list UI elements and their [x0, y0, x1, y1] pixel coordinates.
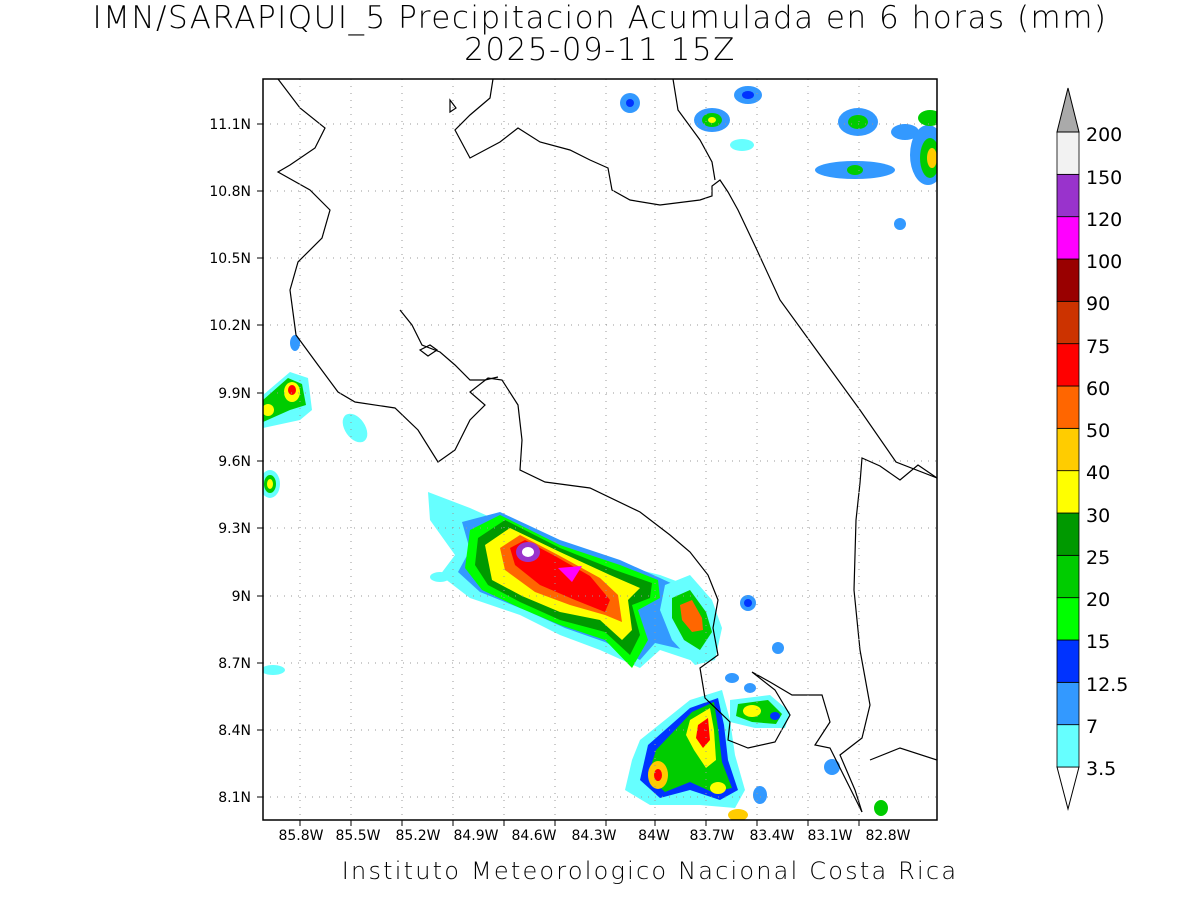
lon-tick-label: 83.4W [749, 828, 794, 844]
colorbar-label: 15 [1086, 631, 1110, 653]
colorbar-label: 75 [1086, 336, 1110, 358]
colorbar-label: 20 [1086, 589, 1110, 611]
rain-area [654, 769, 662, 781]
map-frame [262, 78, 938, 821]
rain-area [342, 413, 368, 443]
lat-tick-label: 9.9N [218, 386, 251, 402]
rain-area [824, 759, 840, 775]
colorbar-label: 120 [1086, 209, 1122, 231]
rain-area [753, 786, 767, 804]
precipitation-field [263, 86, 937, 820]
colorbar-swatch [1056, 724, 1080, 768]
colorbar-swatch [1056, 554, 1080, 599]
rain-area [874, 800, 888, 816]
lon-tick-label: 85.8W [278, 828, 323, 844]
colorbar-swatch [1056, 173, 1080, 218]
rain-area [626, 99, 634, 107]
rain-area [710, 782, 726, 794]
rain-area [847, 165, 863, 175]
colorbar-label: 30 [1086, 505, 1110, 527]
colorbar-swatch [1056, 258, 1080, 302]
lat-tick-label: 9.3N [218, 521, 251, 537]
rain-area [267, 479, 273, 489]
lon-tick-label: 84.3W [571, 828, 616, 844]
lon-tick-label: 84.6W [511, 828, 556, 844]
lon-tick-label: 83.7W [689, 828, 734, 844]
lat-tick-label: 8.4N [218, 723, 251, 739]
lat-tick-label: 8.7N [218, 656, 251, 672]
colorbar-label: 25 [1086, 547, 1110, 569]
rain-area [742, 91, 754, 99]
lon-tick-label: 85.5W [335, 828, 380, 844]
lat-tick-label: 10.2N [209, 318, 251, 334]
footer-credit: Instituto Meteorologico Nacional Costa R… [341, 857, 959, 885]
lat-tick-label: 10.8N [209, 184, 251, 200]
colorbar-swatch [1056, 131, 1080, 175]
colorbar-swatch [1056, 216, 1080, 260]
colorbar-swatch [1056, 470, 1080, 514]
rain-area [927, 148, 937, 168]
colorbar-swatch [1056, 639, 1080, 683]
colorbar-swatch [1056, 343, 1080, 387]
rain-area [558, 566, 582, 582]
lon-tick-label: 85.2W [395, 828, 440, 844]
colorbar [1056, 87, 1080, 811]
colorbar-label: 60 [1086, 378, 1110, 400]
colorbar-label: 100 [1086, 251, 1122, 273]
rain-area [891, 124, 919, 140]
lat-tick-label: 10.5N [209, 251, 251, 267]
colorbar-label: 90 [1086, 293, 1110, 315]
rain-area [730, 139, 754, 151]
rain-area [728, 809, 748, 820]
rain-area [430, 572, 450, 582]
colorbar-swatch [1056, 512, 1080, 556]
rain-area [288, 385, 296, 395]
colorbar-label: 7 [1086, 716, 1098, 738]
colorbar-label: 12.5 [1086, 674, 1128, 696]
rain-area [848, 115, 868, 129]
rain-area [680, 600, 703, 632]
lat-tick-label: 11.1N [209, 117, 251, 133]
rain-area [744, 683, 756, 693]
rain-area [918, 110, 937, 126]
colorbar-swatch [1056, 427, 1080, 472]
rain-area [696, 718, 710, 748]
colorbar-label: 3.5 [1086, 758, 1116, 780]
colorbar-label: 40 [1086, 462, 1110, 484]
colorbar-label: 150 [1086, 167, 1122, 189]
rain-area [743, 705, 761, 717]
lon-tick-label: 82.8W [865, 828, 910, 844]
colorbar-label: 200 [1086, 124, 1122, 146]
rain-area [770, 712, 780, 720]
lon-tick-label: 84.9W [453, 828, 498, 844]
graticule [263, 79, 937, 820]
lat-tick-label: 9.6N [218, 454, 251, 470]
lat-tick-label: 9N [232, 589, 251, 605]
lon-tick-label: 84W [638, 828, 670, 844]
map-subtitle-date: 2025-09-11 15Z [464, 32, 736, 68]
rain-area [725, 673, 739, 683]
map-title: IMN/SARAPIQUI_5 Precipitacion Acumulada … [92, 0, 1108, 36]
rain-area [708, 117, 716, 123]
colorbar-swatch [1056, 385, 1080, 429]
lon-tick-label: 83.1W [807, 828, 852, 844]
colorbar-swatch [1056, 300, 1080, 345]
colorbar-label: 50 [1086, 420, 1110, 442]
rain-area [263, 404, 274, 416]
colorbar-upper-arrow [1056, 87, 1080, 133]
rain-area [290, 335, 300, 351]
rain-area [263, 665, 285, 675]
colorbar-swatch [1056, 681, 1080, 726]
lat-tick-label: 8.1N [218, 790, 251, 806]
coastline [276, 79, 937, 813]
rain-area [894, 218, 906, 230]
colorbar-swatch [1056, 597, 1080, 641]
rain-area [522, 547, 534, 557]
rain-area [772, 642, 784, 654]
colorbar-lower-arrow [1056, 766, 1080, 811]
rain-area [744, 599, 752, 607]
